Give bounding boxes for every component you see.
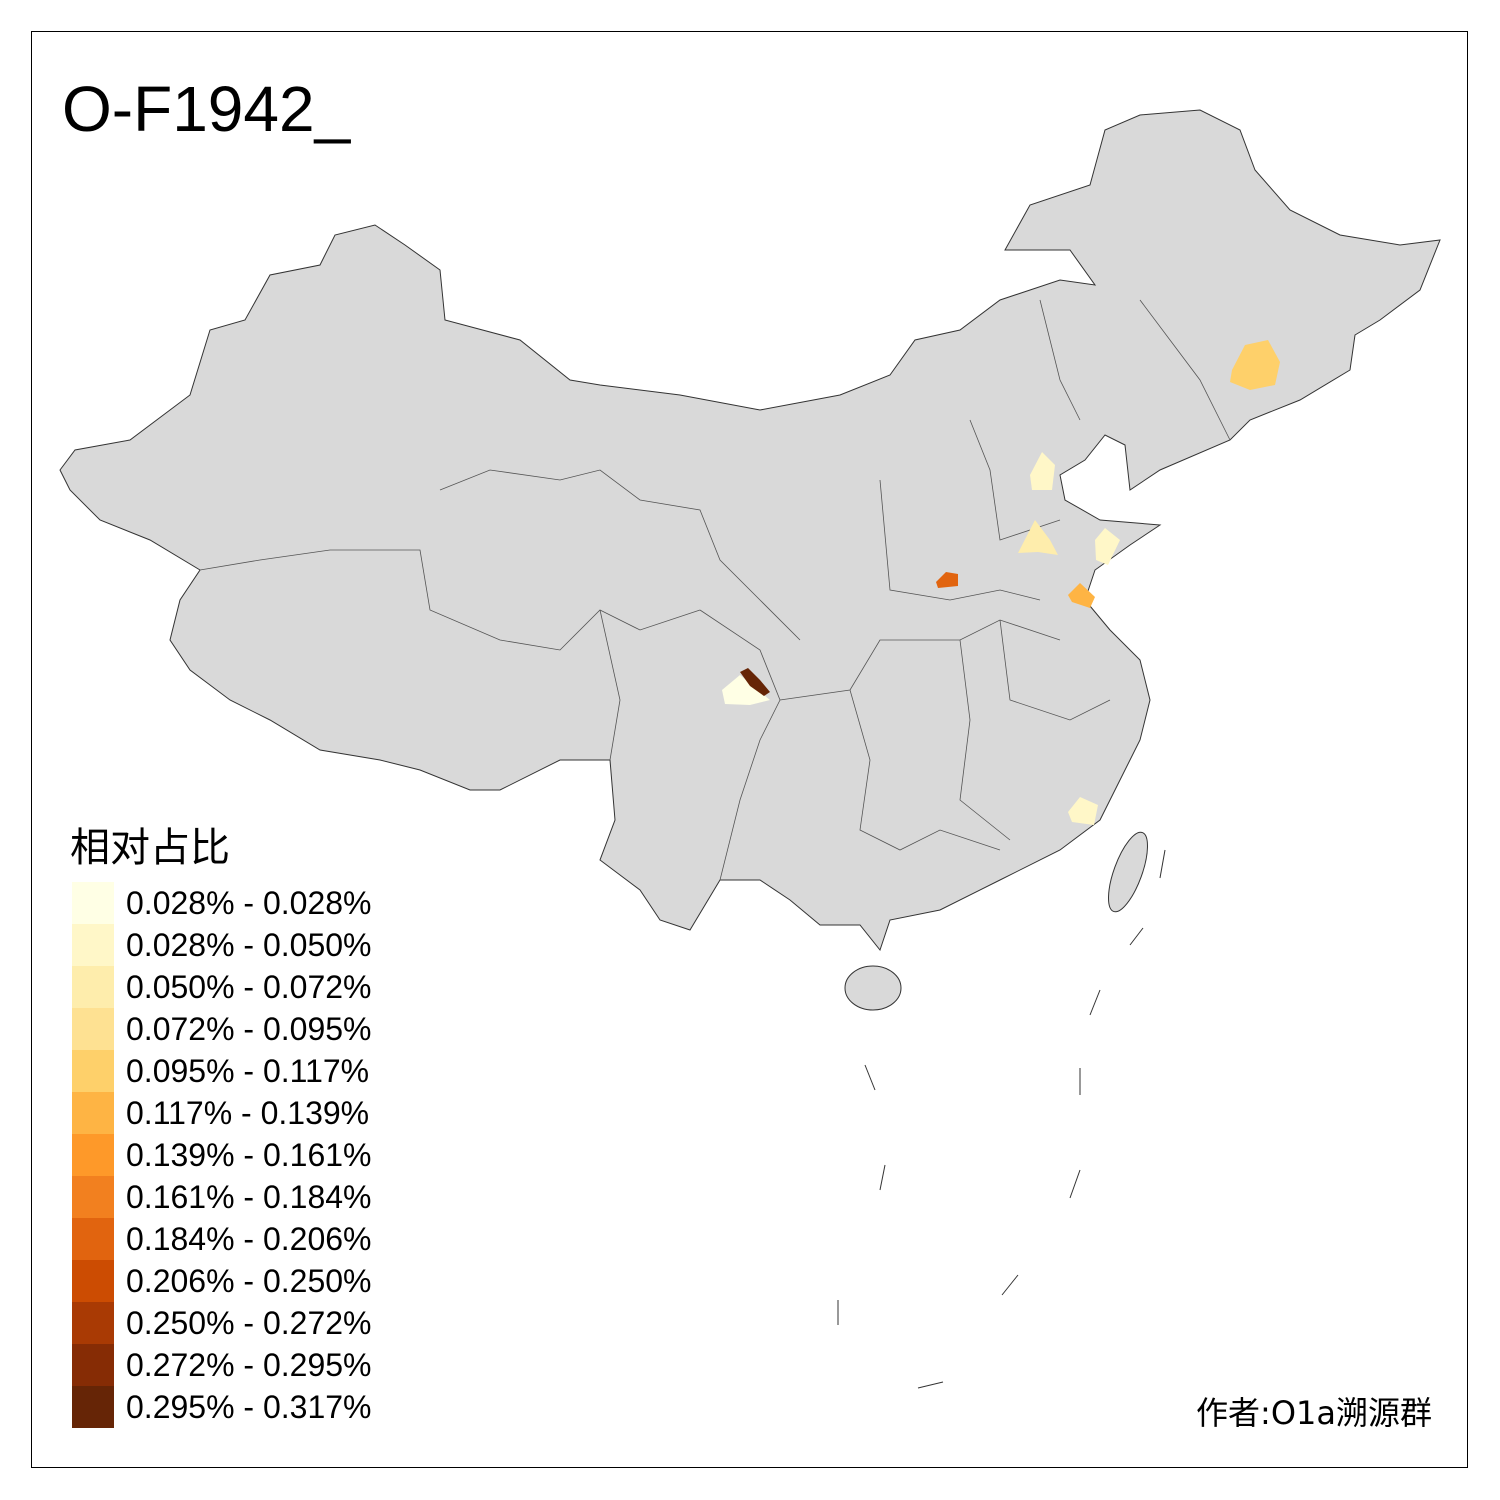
legend-label: 0.206% - 0.250% [126, 1262, 372, 1299]
legend-item: 0.295% - 0.317% [72, 1386, 372, 1428]
south-china-sea-islands [837, 849, 1166, 1389]
legend-item: 0.161% - 0.184% [72, 1176, 372, 1218]
legend-item: 0.028% - 0.050% [72, 924, 372, 966]
china-mainland [59, 109, 1441, 952]
legend-item: 0.072% - 0.095% [72, 1008, 372, 1050]
legend-item: 0.139% - 0.161% [72, 1134, 372, 1176]
region-fujian [1068, 797, 1098, 825]
legend-swatch [72, 966, 114, 1008]
legend-item: 0.206% - 0.250% [72, 1260, 372, 1302]
plot-frame [31, 31, 1468, 1468]
author-credit: 作者:O1a溯源群 [1196, 1394, 1432, 1432]
legend-swatch [72, 1344, 114, 1386]
legend-label: 0.161% - 0.184% [126, 1178, 372, 1215]
legend-swatch [72, 882, 114, 924]
legend-label: 0.250% - 0.272% [126, 1304, 372, 1341]
legend-item: 0.028% - 0.028% [72, 882, 372, 924]
legend-swatch [72, 1176, 114, 1218]
legend-label: 0.072% - 0.095% [126, 1010, 372, 1047]
region-shandong-west [1018, 520, 1058, 555]
region-hebei [1030, 452, 1055, 490]
legend-label: 0.095% - 0.117% [126, 1052, 370, 1089]
legend-label: 0.028% - 0.050% [126, 926, 372, 963]
legend-item: 0.117% - 0.139% [72, 1092, 372, 1134]
legend: 0.028% - 0.028% 0.028% - 0.050% 0.050% - 0… [72, 882, 372, 1428]
legend-label: 0.295% - 0.317% [126, 1388, 372, 1425]
legend-swatch [72, 1008, 114, 1050]
legend-swatch [72, 1260, 114, 1302]
legend-item: 0.095% - 0.117% [72, 1050, 372, 1092]
legend-swatch [72, 1218, 114, 1260]
taiwan-island [1108, 831, 1148, 913]
hainan-island [844, 965, 902, 1011]
region-jiangsu [1068, 583, 1095, 608]
legend-swatch [72, 1050, 114, 1092]
legend-item: 0.184% - 0.206% [72, 1218, 372, 1260]
region-qingdao [1095, 528, 1120, 565]
legend-label: 0.139% - 0.161% [126, 1136, 372, 1173]
legend-swatch [72, 1134, 114, 1176]
legend-title: 相对占比 [70, 825, 230, 871]
legend-swatch [72, 1386, 114, 1428]
legend-label: 0.117% - 0.139% [126, 1094, 370, 1131]
legend-swatch [72, 924, 114, 966]
region-sichuan-dark [740, 668, 770, 696]
region-henan [936, 572, 958, 588]
legend-label: 0.184% - 0.206% [126, 1220, 372, 1257]
legend-label: 0.028% - 0.028% [126, 884, 372, 921]
highlighted-regions [722, 340, 1280, 825]
region-jilin [1230, 340, 1280, 390]
legend-item: 0.250% - 0.272% [72, 1302, 372, 1344]
legend-item: 0.050% - 0.072% [72, 966, 372, 1008]
legend-label: 0.272% - 0.295% [126, 1346, 372, 1383]
map-title: O-F1942_ [62, 73, 351, 145]
legend-swatch [72, 1302, 114, 1344]
legend-swatch [72, 1092, 114, 1134]
region-sichuan-pale [722, 675, 770, 705]
legend-label: 0.050% - 0.072% [126, 968, 372, 1005]
legend-item: 0.272% - 0.295% [72, 1344, 372, 1386]
